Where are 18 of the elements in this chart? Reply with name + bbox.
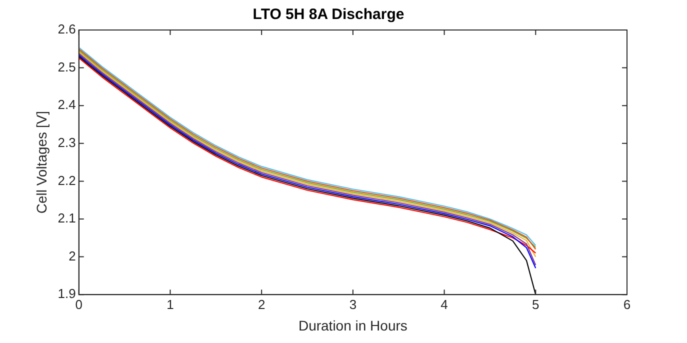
- x-tick-label: 1: [166, 296, 174, 312]
- y-tick-label: 2.4: [58, 97, 76, 112]
- y-tick-label: 2: [68, 248, 76, 264]
- y-tick-label: 2.5: [58, 59, 76, 74]
- chart-title: LTO 5H 8A Discharge: [252, 6, 404, 24]
- x-tick-label: 3: [349, 296, 357, 312]
- y-axis-title: Cell Voltages [V]: [33, 110, 50, 214]
- x-tick-label: 5: [532, 296, 540, 312]
- x-tick-label: 2: [258, 296, 266, 312]
- y-tick-label: 2.3: [58, 134, 76, 150]
- y-tick-label: 2.2: [58, 172, 76, 188]
- x-tick-label: 0: [75, 296, 82, 312]
- x-tick-label: 6: [623, 296, 631, 312]
- y-tick-label: 1.9: [58, 286, 76, 302]
- x-tick-label: 4: [440, 296, 448, 312]
- x-axis-title: Duration in Hours: [298, 317, 408, 334]
- y-tick-label: 2.6: [58, 22, 76, 37]
- y-tick-label: 2.1: [58, 210, 76, 226]
